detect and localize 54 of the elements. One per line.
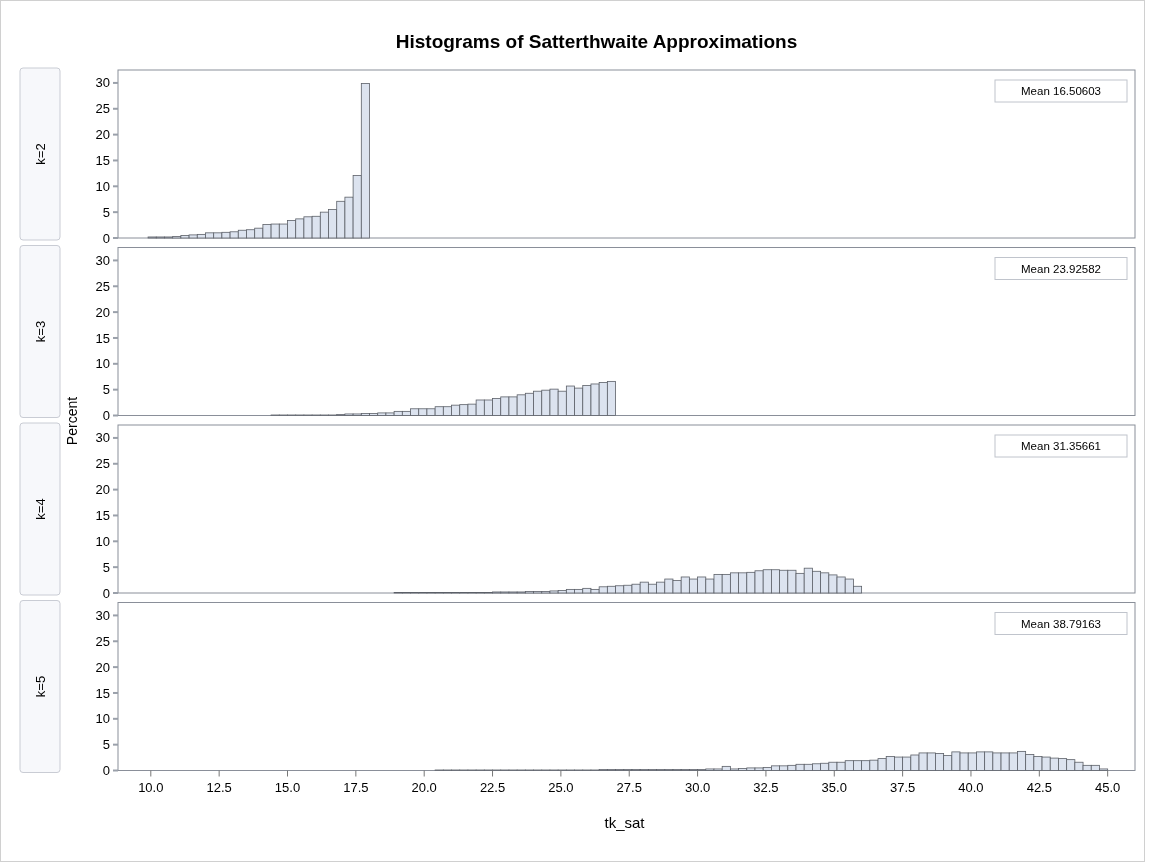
text: k=2	[33, 143, 48, 165]
text: k=5	[33, 675, 48, 698]
y-tick-label: 15	[95, 685, 110, 701]
y-tick-label: 15	[95, 153, 110, 169]
y-tick-label: 30	[95, 75, 110, 91]
x-tick-label: 25.0	[548, 779, 574, 795]
y-tick-label: 15	[95, 330, 110, 346]
y-tick-label: 0	[102, 230, 110, 246]
x-tick-label: 30.0	[684, 779, 711, 795]
x-tick-label: 17.5	[343, 779, 369, 795]
y-tick-label: 0	[102, 408, 110, 424]
y-tick-label: 5	[102, 204, 110, 220]
x-tick-label: 15.0	[274, 779, 301, 795]
y-tick-label: 10	[95, 356, 110, 372]
x-tick-label: 40.0	[958, 779, 984, 795]
x-tick-label: 42.5	[1026, 779, 1052, 795]
y-tick-label: 20	[95, 304, 110, 320]
y-tick-label: 25	[95, 278, 110, 294]
y-tick-label: 10	[95, 178, 110, 194]
y-tick-label: 20	[95, 659, 110, 675]
annotation: Mean 38.79163	[1021, 617, 1101, 630]
y-tick-label: 30	[95, 430, 110, 446]
x-tick-label: 37.5	[889, 779, 916, 795]
x-tick-label: 22.5	[479, 779, 506, 795]
chart-title: Histograms of Satterthwaite Approximations	[395, 31, 798, 52]
y-tick-label: 5	[102, 382, 110, 398]
annotation: Mean 16.50603	[1021, 85, 1101, 97]
x-tick-label: 12.5	[206, 779, 232, 795]
x-tick-label: 32.5	[753, 779, 779, 795]
y-tick-label: 30	[95, 607, 110, 623]
x-tick-label: 10.0	[138, 779, 164, 795]
text: k=4	[33, 498, 48, 520]
y-tick-label: 20	[95, 127, 110, 143]
annotation: Mean 31.35661	[1021, 440, 1101, 452]
y-axis-title: Percent	[64, 396, 80, 446]
y-tick-label: 10	[95, 533, 110, 549]
y-tick-label: 0	[102, 763, 110, 779]
y-tick-label: 0	[102, 585, 110, 601]
x-tick-label: 27.5	[616, 779, 642, 795]
x-axis-title: tk_sat	[604, 813, 646, 831]
y-tick-label: 5	[102, 737, 110, 753]
annotation: Mean 23.92582	[1021, 262, 1101, 275]
text: k=3	[33, 320, 48, 343]
x-tick-label: 45.0	[1095, 779, 1121, 795]
x-tick-label: 20.0	[411, 779, 437, 795]
y-tick-label: 15	[95, 508, 110, 524]
y-tick-label: 30	[95, 252, 110, 268]
y-tick-label: 5	[102, 559, 110, 575]
y-tick-label: 25	[95, 456, 110, 472]
x-tick-label: 35.0	[821, 779, 847, 795]
y-tick-label: 20	[95, 482, 110, 498]
y-tick-label: 10	[95, 711, 110, 727]
y-tick-label: 25	[95, 101, 110, 117]
y-tick-label: 25	[95, 633, 110, 649]
